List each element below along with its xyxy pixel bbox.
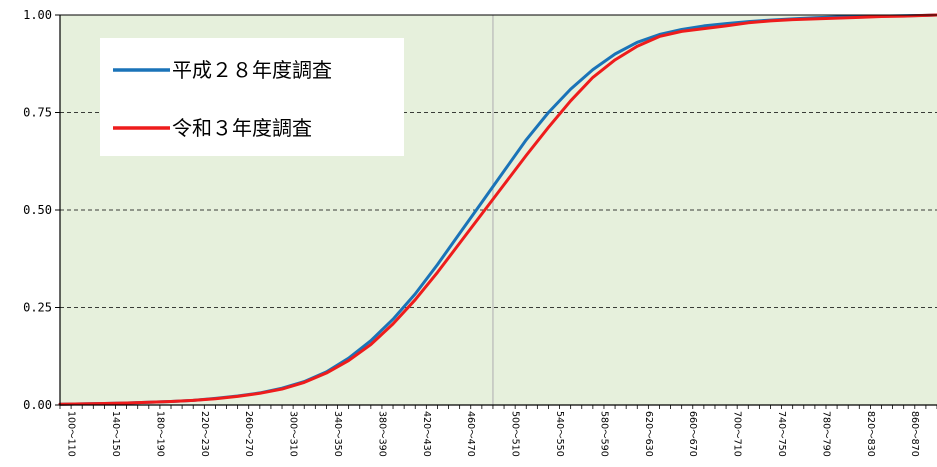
x-tick-label-0: 100～110	[66, 411, 77, 457]
x-tick-label-5: 300～310	[288, 411, 299, 457]
x-tick-label-10: 500～510	[510, 411, 521, 457]
x-tick-label-3: 220～230	[199, 411, 210, 457]
legend-label-1: 平成２８年度調査	[172, 58, 332, 82]
y-tick-label-1: 0.25	[23, 301, 52, 315]
x-tick-label-15: 700～710	[732, 411, 743, 457]
x-tick-label-18: 820～830	[865, 411, 876, 457]
legend-box	[100, 38, 404, 156]
x-tick-label-4: 260～270	[243, 411, 254, 457]
x-tick-label-9: 460～470	[465, 411, 476, 457]
x-tick-label-2: 180～190	[154, 411, 165, 457]
x-tick-label-6: 340～350	[332, 411, 343, 457]
y-tick-label-3: 0.75	[23, 106, 52, 120]
x-tick-label-12: 580～590	[598, 411, 609, 457]
x-tick-label-19: 860～870	[909, 411, 920, 457]
legend-label-2: 令和３年度調査	[172, 116, 312, 140]
series-line-2	[58, 13, 937, 406]
y-tick-label-0: 0.00	[23, 398, 52, 412]
y-tick-label-4: 1.00	[23, 8, 52, 22]
x-tick-label-11: 540～550	[554, 411, 565, 457]
y-tick-label-2: 0.50	[23, 203, 52, 217]
x-tick-label-14: 660～670	[687, 411, 698, 457]
x-tick-label-17: 780～790	[820, 411, 831, 457]
x-tick-label-7: 380～390	[376, 411, 387, 457]
x-tick-label-16: 740～750	[776, 411, 787, 457]
x-tick-label-1: 140～150	[110, 411, 121, 457]
x-tick-label-8: 420～430	[421, 411, 432, 457]
x-tick-label-13: 620～630	[643, 411, 654, 457]
